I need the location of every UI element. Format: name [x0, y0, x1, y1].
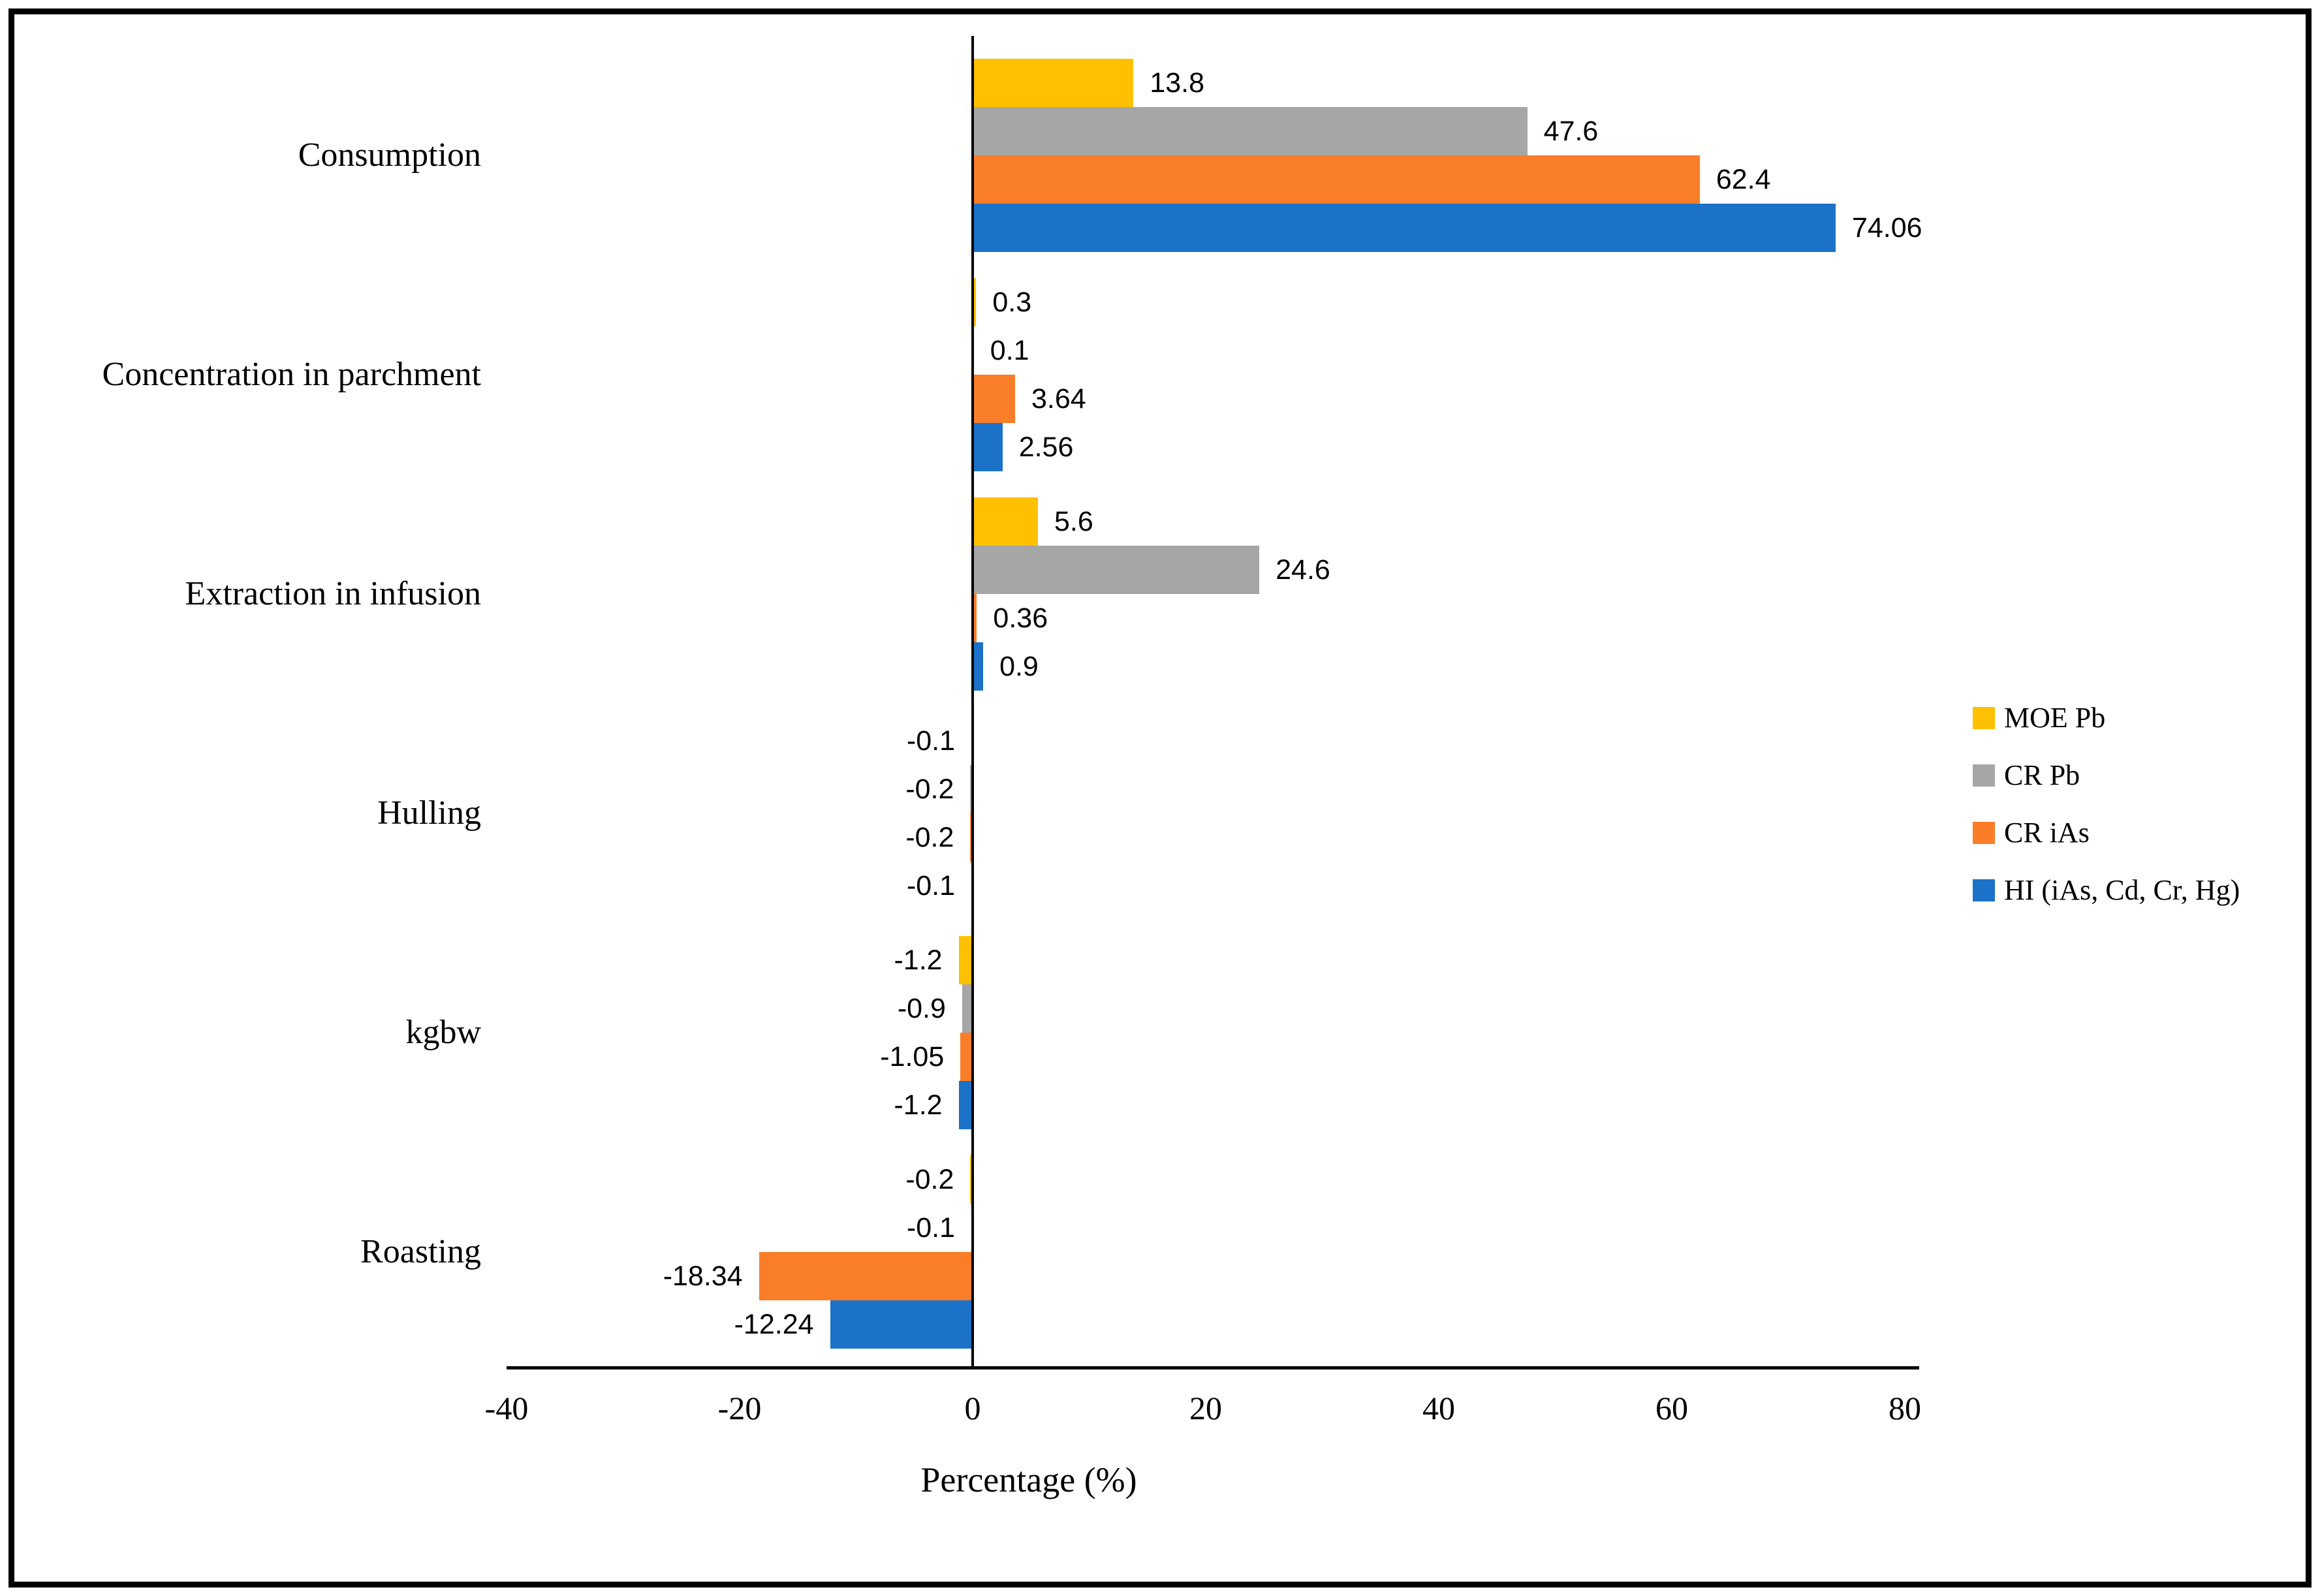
bar	[973, 423, 1003, 471]
x-tick-label: 40	[1422, 1390, 1455, 1426]
bar	[973, 497, 1038, 546]
bar-value-label: -0.9	[897, 992, 946, 1024]
legend-label: MOE Pb	[2004, 702, 2106, 734]
bar-value-label: 0.9	[999, 650, 1039, 682]
bar-value-label: 2.56	[1018, 431, 1074, 463]
bar-value-label: -0.2	[905, 821, 954, 853]
bar	[973, 59, 1134, 107]
legend-item: CR iAs	[1973, 807, 2090, 859]
legend-item: CR Pb	[1973, 749, 2080, 802]
x-tick-label: 20	[1189, 1390, 1222, 1426]
bar	[958, 1081, 973, 1129]
bar-value-label: 13.8	[1150, 67, 1205, 99]
bar-value-label: -0.1	[906, 725, 955, 757]
legend-swatch-icon	[1973, 707, 1995, 729]
x-tick-label: 60	[1655, 1390, 1688, 1426]
bar-value-label: 0.1	[990, 334, 1029, 366]
bar	[973, 155, 1700, 204]
bar-value-label: -0.2	[905, 1163, 954, 1195]
bar-value-label: -18.34	[663, 1260, 743, 1292]
legend-swatch-icon	[1973, 879, 1995, 901]
bar	[973, 107, 1528, 155]
x-tick-label: 80	[1889, 1390, 1921, 1426]
bar	[759, 1252, 973, 1300]
category-label: Consumption	[298, 136, 481, 174]
bar-value-label: 62.4	[1716, 163, 1771, 195]
bar	[958, 936, 973, 984]
x-tick-label: -40	[484, 1390, 529, 1426]
y-axis-line	[971, 36, 974, 1368]
bar-value-label: -0.1	[906, 1212, 955, 1244]
legend-label: HI (iAs, Cd, Cr, Hg)	[2004, 874, 2240, 906]
category-label: Hulling	[377, 794, 481, 832]
legend-swatch-icon	[1973, 764, 1995, 787]
bar	[973, 594, 977, 642]
chart-frame	[8, 8, 2312, 1588]
bar-value-label: 5.6	[1054, 505, 1093, 537]
legend-swatch-icon	[1973, 822, 1995, 844]
category-label: Concentration in parchment	[102, 356, 481, 393]
bar-value-label: -1.2	[894, 944, 943, 976]
bar-value-label: -0.1	[906, 869, 955, 901]
bar-value-label: 47.6	[1543, 115, 1599, 147]
bar-value-label: 0.3	[992, 286, 1032, 318]
category-label: Roasting	[360, 1233, 481, 1270]
bar	[962, 984, 973, 1033]
x-tick-label: -20	[717, 1390, 762, 1426]
legend-item: HI (iAs, Cd, Cr, Hg)	[1973, 864, 2240, 916]
bar	[960, 1033, 973, 1081]
bar-value-label: 24.6	[1276, 554, 1330, 586]
bar-value-label: -1.05	[880, 1041, 945, 1072]
category-label: kgbw	[405, 1014, 481, 1051]
bar	[973, 642, 984, 691]
legend-label: CR iAs	[2004, 817, 2090, 849]
legend-item: MOE Pb	[1973, 692, 2105, 744]
category-label: Extraction in infusion	[185, 575, 481, 612]
bar	[973, 546, 1260, 594]
x-axis-title: Percentage (%)	[920, 1460, 1137, 1499]
bar	[973, 278, 977, 326]
bar-value-label: -0.2	[905, 773, 954, 805]
bar	[830, 1300, 973, 1349]
bar-value-label: 0.36	[993, 602, 1048, 634]
x-axis-line	[507, 1366, 1919, 1369]
bar-value-label: -12.24	[734, 1308, 814, 1340]
bar	[973, 375, 1015, 423]
bar-value-label: -1.2	[894, 1089, 943, 1121]
bar	[973, 204, 1836, 252]
legend-label: CR Pb	[2004, 759, 2080, 791]
x-tick-label: 0	[964, 1390, 981, 1426]
bar-value-label: 3.64	[1031, 383, 1086, 415]
bar-value-label: 74.06	[1851, 211, 1922, 243]
